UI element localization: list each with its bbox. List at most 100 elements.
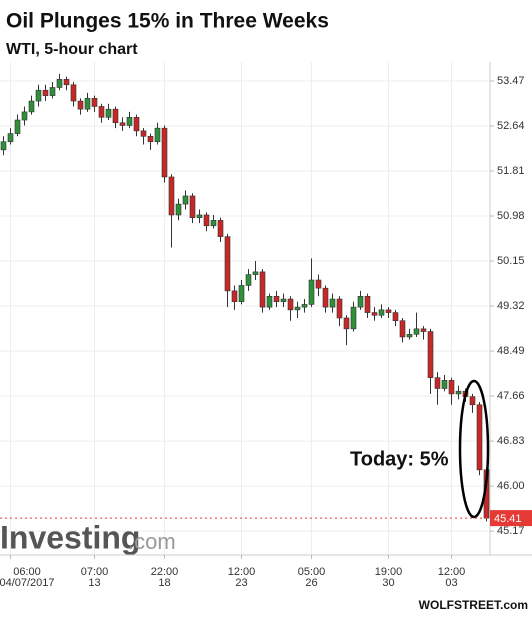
candle-body (189, 195, 196, 218)
watermark-name: Investing (0, 519, 140, 555)
candle-body (168, 176, 175, 216)
candles (0, 73, 490, 522)
watermark-domain: .com (128, 529, 176, 554)
candle-body (70, 84, 77, 102)
chart-subtitle: WTI, 5-hour chart (6, 41, 138, 58)
candle-body (434, 377, 441, 389)
candle-body (0, 141, 7, 151)
candle-body (7, 133, 14, 143)
candle-body (308, 279, 315, 305)
x-tick-label: 07:00 (81, 566, 109, 578)
x-tick-sublabel: 13 (88, 577, 100, 589)
x-tick-sublabel: 03 (445, 577, 457, 589)
candle-body (476, 404, 483, 471)
y-tick-label: 50.15 (497, 255, 525, 267)
candle-body (364, 295, 371, 313)
y-tick-label: 46.00 (497, 480, 525, 492)
candle-body (28, 100, 35, 113)
y-tick-label: 45.17 (497, 525, 525, 537)
candle-body (35, 89, 42, 102)
grid (0, 62, 490, 555)
candle-body (203, 214, 210, 227)
candle-body (21, 111, 28, 121)
candle-body (42, 89, 49, 96)
x-tick-label: 06:00 (13, 566, 41, 578)
candle-body (392, 312, 399, 322)
candle-body (427, 331, 434, 378)
candle-body (133, 117, 140, 132)
candle-body (98, 106, 105, 118)
candle-body (147, 136, 154, 143)
candle-body (56, 79, 63, 88)
candle-body (14, 119, 21, 134)
candle-body (322, 287, 329, 308)
x-tick-sublabel: 30 (382, 577, 394, 589)
candle-body (252, 271, 259, 275)
candle-body (385, 309, 392, 313)
y-tick-label: 51.81 (497, 165, 525, 177)
source: WOLFSTREET.com (419, 598, 528, 612)
annotation: Today: 5% (350, 448, 449, 470)
highlight-ellipse (458, 379, 490, 519)
candle-body (406, 333, 413, 338)
candle-body (350, 306, 357, 330)
candle-body (154, 127, 161, 143)
candle-body (140, 130, 147, 137)
candle-body (441, 380, 448, 389)
y-tick-label: 52.64 (497, 120, 525, 132)
candle-body (266, 295, 273, 308)
candle-body (245, 274, 252, 286)
candle-body (231, 290, 238, 303)
candle-body (301, 304, 308, 308)
candle-body (63, 79, 70, 86)
candle-body (196, 214, 203, 218)
candle-body (119, 122, 126, 126)
candle-body (448, 380, 455, 395)
candle-body (49, 87, 56, 96)
candle-body (280, 298, 287, 303)
candle-body (413, 328, 420, 335)
y-tick-label: 48.49 (497, 345, 525, 357)
candle-body (287, 298, 294, 311)
x-tick-sublabel: 18 (158, 577, 170, 589)
x-tick-label: 22:00 (151, 566, 179, 578)
candle-body (273, 295, 280, 303)
candle-body (357, 295, 364, 308)
x-tick-label: 12:00 (438, 566, 466, 578)
candle-body (112, 108, 119, 124)
candle-body (217, 220, 224, 237)
candle-body (126, 117, 133, 126)
last-price-label: 45.41 (494, 513, 522, 525)
y-tick-label: 47.66 (497, 390, 525, 402)
candle-body (336, 298, 343, 319)
chart-title: Oil Plunges 15% in Three Weeks (6, 10, 329, 33)
y-tick-label: 50.98 (497, 210, 525, 222)
candle-body (329, 298, 336, 308)
x-tick-sublabel: 26 (305, 577, 317, 589)
candle-body (182, 195, 189, 205)
candle-body (91, 98, 98, 107)
candle-body (84, 98, 91, 110)
candle-body (77, 100, 84, 110)
x-tick-label: 12:00 (228, 566, 256, 578)
candle-body (420, 328, 427, 332)
candle-body (343, 317, 350, 330)
x-tick-sublabel: 04/07/2017 (0, 577, 55, 589)
candle-body (161, 127, 168, 178)
candle-body (105, 108, 112, 118)
y-tick-label: 53.47 (497, 75, 525, 87)
x-tick-sublabel: 23 (235, 577, 247, 589)
candle-body (378, 309, 385, 316)
candle-body (371, 312, 378, 316)
candle-body (455, 390, 462, 395)
candle-body (210, 220, 217, 227)
candle-body (294, 306, 301, 311)
candle-body (238, 285, 245, 303)
candle-body (469, 396, 476, 406)
x-tick-label: 05:00 (298, 566, 326, 578)
y-tick-label: 46.83 (497, 435, 525, 447)
last-price-box (490, 510, 532, 527)
candle-body (315, 279, 322, 289)
